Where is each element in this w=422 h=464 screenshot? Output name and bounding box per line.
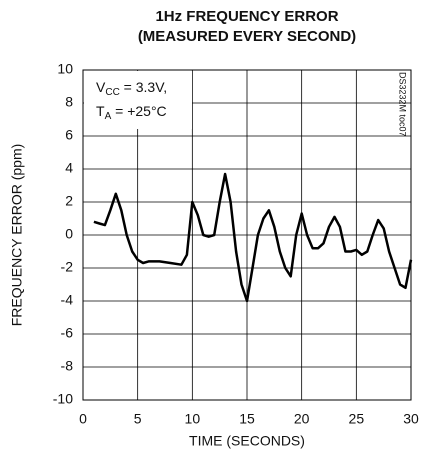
y-tick-label: -8 [61,358,74,374]
x-tick-label: 25 [349,411,365,427]
annotation-sub: CC [105,87,119,98]
y-tick-label: -4 [61,292,74,308]
annotation: VCC = 3.3V, [96,79,167,98]
x-tick-label: 20 [294,411,310,427]
y-tick-label: -10 [53,391,73,407]
x-axis-label: TIME (SECONDS) [189,433,305,449]
y-axis-label: FREQUENCY ERROR (ppm) [9,144,25,327]
x-tick-label: 5 [134,411,142,427]
x-tick-label: 10 [185,411,201,427]
annotation-main: V [96,79,106,95]
y-tick-label: 6 [65,127,73,143]
x-tick-label: 0 [79,411,87,427]
y-tick-label: -2 [61,259,74,275]
annotation-main: T [96,103,105,119]
annotation-sub: A [105,111,112,122]
y-tick-label: 4 [65,160,73,176]
annotation-box [84,71,192,129]
x-tick-label: 30 [403,411,419,427]
chart-title: 1Hz FREQUENCY ERROR [155,8,338,25]
data-line [93,172,413,303]
y-tick-label: -6 [61,325,74,341]
y-tick-label: 0 [65,226,73,242]
watermark: DS3232M toc07 [398,72,408,137]
annotation: TA = +25°C [96,103,167,122]
plot-frame [82,69,412,401]
y-tick-label: 2 [65,193,73,209]
y-tick-label: 10 [57,61,73,77]
chart-title: (MEASURED EVERY SECOND) [138,28,356,45]
annotation-rest: = 3.3V, [120,79,167,95]
annotation-rest: = +25°C [111,103,166,119]
y-tick-label: 8 [65,94,73,110]
x-tick-label: 15 [239,411,255,427]
